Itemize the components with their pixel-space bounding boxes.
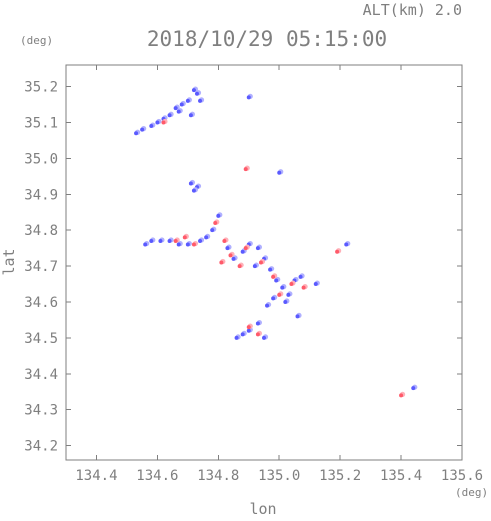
data-point bbox=[198, 98, 203, 103]
data-point bbox=[173, 106, 178, 111]
data-point bbox=[277, 170, 282, 175]
data-point bbox=[399, 393, 404, 398]
data-point bbox=[143, 242, 148, 247]
data-point bbox=[265, 303, 270, 308]
data-point bbox=[158, 238, 163, 243]
y-tick-label: 34.6 bbox=[24, 295, 58, 311]
y-tick-label: 35.2 bbox=[24, 80, 58, 96]
data-point bbox=[286, 292, 291, 297]
data-point bbox=[216, 213, 221, 218]
data-point bbox=[243, 167, 248, 172]
data-point bbox=[335, 249, 340, 254]
data-point bbox=[255, 321, 260, 326]
y-tick-label: 34.9 bbox=[24, 187, 58, 203]
data-point bbox=[210, 228, 215, 233]
data-point bbox=[277, 292, 282, 297]
data-point bbox=[301, 285, 306, 290]
x-tick-label: 135.4 bbox=[380, 468, 422, 484]
data-points bbox=[134, 86, 418, 398]
data-point bbox=[283, 300, 288, 304]
data-point bbox=[167, 113, 172, 118]
data-point bbox=[262, 335, 266, 340]
y-tick-label: 35.1 bbox=[24, 115, 58, 131]
data-point bbox=[179, 102, 184, 107]
data-point bbox=[298, 274, 303, 279]
y-tick-label: 34.5 bbox=[24, 331, 58, 347]
data-point bbox=[246, 95, 251, 100]
x-axis: 134.4 134.6 134.8 135.0 135.2 135.4 135.6 bbox=[75, 65, 483, 484]
y-tick-label: 34.3 bbox=[24, 403, 58, 419]
data-point bbox=[246, 328, 251, 333]
data-point bbox=[252, 264, 257, 269]
altitude-label: ALT(km) 2.0 bbox=[363, 1, 462, 19]
x-tick-label: 135.2 bbox=[319, 468, 361, 484]
data-point bbox=[234, 335, 239, 340]
data-point bbox=[149, 124, 154, 129]
data-point bbox=[191, 242, 196, 247]
data-point bbox=[240, 332, 245, 337]
data-point bbox=[255, 246, 260, 251]
x-unit-label-top: (deg) bbox=[20, 34, 53, 47]
data-point bbox=[173, 238, 178, 243]
data-point bbox=[182, 235, 187, 240]
data-point bbox=[274, 278, 279, 283]
data-point bbox=[246, 325, 251, 330]
data-point bbox=[176, 109, 181, 114]
data-point bbox=[161, 120, 166, 125]
plot-frame bbox=[65, 64, 463, 461]
data-point bbox=[191, 88, 196, 93]
x-tick-label: 135.6 bbox=[441, 468, 483, 484]
x-axis-label: lon bbox=[249, 500, 276, 518]
data-point bbox=[140, 127, 145, 132]
data-point bbox=[411, 386, 416, 391]
data-point bbox=[237, 264, 242, 269]
data-point bbox=[219, 260, 224, 265]
data-point bbox=[188, 113, 193, 118]
x-tick-label: 134.4 bbox=[75, 468, 117, 484]
x-tick-label: 135.0 bbox=[258, 468, 300, 484]
data-point bbox=[255, 332, 260, 337]
data-point bbox=[228, 253, 233, 258]
y-tick-label: 35.0 bbox=[24, 151, 58, 167]
x-tick-label: 134.8 bbox=[197, 468, 239, 484]
x-unit-label: (deg) bbox=[455, 486, 488, 499]
data-point bbox=[204, 235, 209, 240]
data-point bbox=[268, 267, 273, 272]
data-point bbox=[188, 181, 193, 186]
data-point bbox=[176, 242, 181, 247]
data-point bbox=[280, 285, 285, 290]
chart-title: 2018/10/29 05:15:00 bbox=[147, 27, 387, 51]
data-point bbox=[134, 131, 139, 136]
data-point bbox=[271, 274, 276, 279]
data-point bbox=[167, 238, 172, 243]
data-point bbox=[271, 296, 276, 301]
data-point bbox=[222, 238, 227, 243]
data-point bbox=[243, 246, 248, 251]
data-point bbox=[213, 221, 218, 225]
data-point bbox=[289, 282, 294, 287]
data-point bbox=[344, 242, 349, 247]
data-point bbox=[231, 256, 236, 261]
x-tick-label: 134.6 bbox=[136, 468, 178, 484]
data-point bbox=[225, 246, 230, 251]
data-point bbox=[149, 238, 154, 243]
data-point bbox=[313, 282, 318, 287]
data-point bbox=[194, 91, 199, 96]
data-point bbox=[258, 260, 263, 265]
data-point bbox=[191, 188, 196, 193]
data-point bbox=[185, 98, 190, 103]
data-point bbox=[295, 314, 300, 319]
y-tick-label: 34.2 bbox=[24, 439, 58, 455]
data-point bbox=[155, 120, 160, 125]
y-axis-label: lat bbox=[0, 248, 18, 275]
y-tick-label: 34.8 bbox=[24, 223, 58, 239]
y-tick-label: 34.7 bbox=[24, 259, 58, 275]
data-point bbox=[185, 242, 190, 247]
data-point bbox=[198, 238, 203, 243]
y-tick-label: 34.4 bbox=[24, 367, 58, 383]
data-point bbox=[240, 249, 245, 254]
y-axis: 34.2 34.3 34.4 34.5 34.6 34.7 34.8 34.9 35.0 35.1… bbox=[24, 80, 462, 455]
